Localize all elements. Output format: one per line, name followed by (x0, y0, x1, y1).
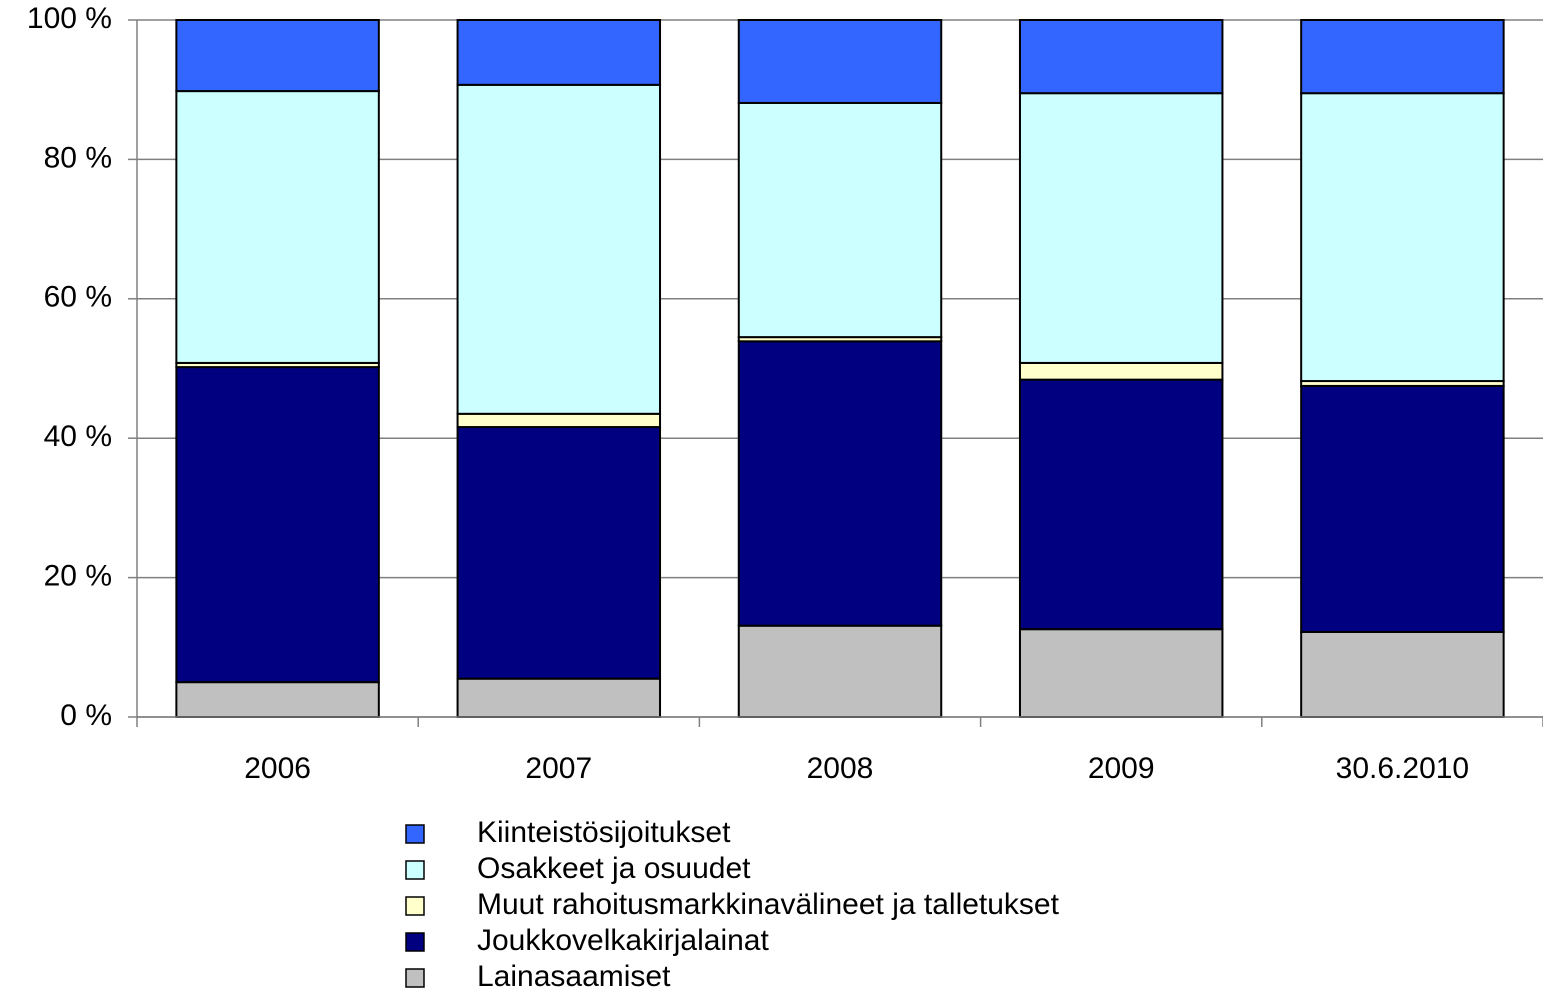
bar-segment (175, 681, 380, 719)
bar-segment (175, 366, 380, 684)
bar-segment (1300, 19, 1505, 95)
bar-segment (737, 19, 943, 104)
bar-segment (737, 624, 943, 718)
bar-segment (456, 677, 662, 718)
legend-swatch (405, 824, 425, 844)
legend-label: Joukkovelkakirjalainat (477, 924, 769, 957)
legend-label: Kiinteistösijoitukset (477, 816, 731, 849)
x-tick-label: 2008 (807, 752, 874, 785)
bar-segment (1018, 378, 1224, 631)
y-tick-label: 0 % (60, 699, 112, 732)
x-tick-label: 2006 (244, 752, 311, 785)
bar-segment (1018, 361, 1224, 381)
y-tick-label: 100 % (27, 2, 112, 35)
bar-segment (456, 83, 662, 415)
bar-segment (737, 340, 943, 627)
bar-segment (456, 412, 662, 429)
legend-swatch (405, 860, 425, 880)
legend-swatch (405, 932, 425, 952)
y-tick-label: 80 % (44, 141, 112, 174)
legend-label: Osakkeet ja osuudet (477, 852, 751, 885)
y-tick-label: 40 % (44, 420, 112, 453)
bar-segment (737, 101, 943, 339)
bar-segment (1300, 630, 1505, 718)
bar-segment (1300, 92, 1505, 383)
y-tick-label: 20 % (44, 560, 112, 593)
bar-segment (1018, 628, 1224, 718)
bar-segment (456, 426, 662, 680)
bar-segment (175, 90, 380, 364)
x-tick-label: 2007 (525, 752, 592, 785)
bar-segment (175, 19, 380, 93)
x-tick-label: 30.6.2010 (1336, 752, 1469, 785)
legend-label: Lainasaamiset (477, 960, 671, 993)
bar-segment (1018, 19, 1224, 95)
bar-segment (456, 19, 662, 86)
legend-swatch (405, 968, 425, 988)
y-tick-label: 60 % (44, 281, 112, 314)
legend-label: Muut rahoitusmarkkinavälineet ja talletu… (477, 888, 1060, 921)
legend-swatch (405, 896, 425, 916)
bar-segment (1018, 92, 1224, 364)
x-tick-label: 2009 (1088, 752, 1155, 785)
bar-segment (1300, 384, 1505, 633)
